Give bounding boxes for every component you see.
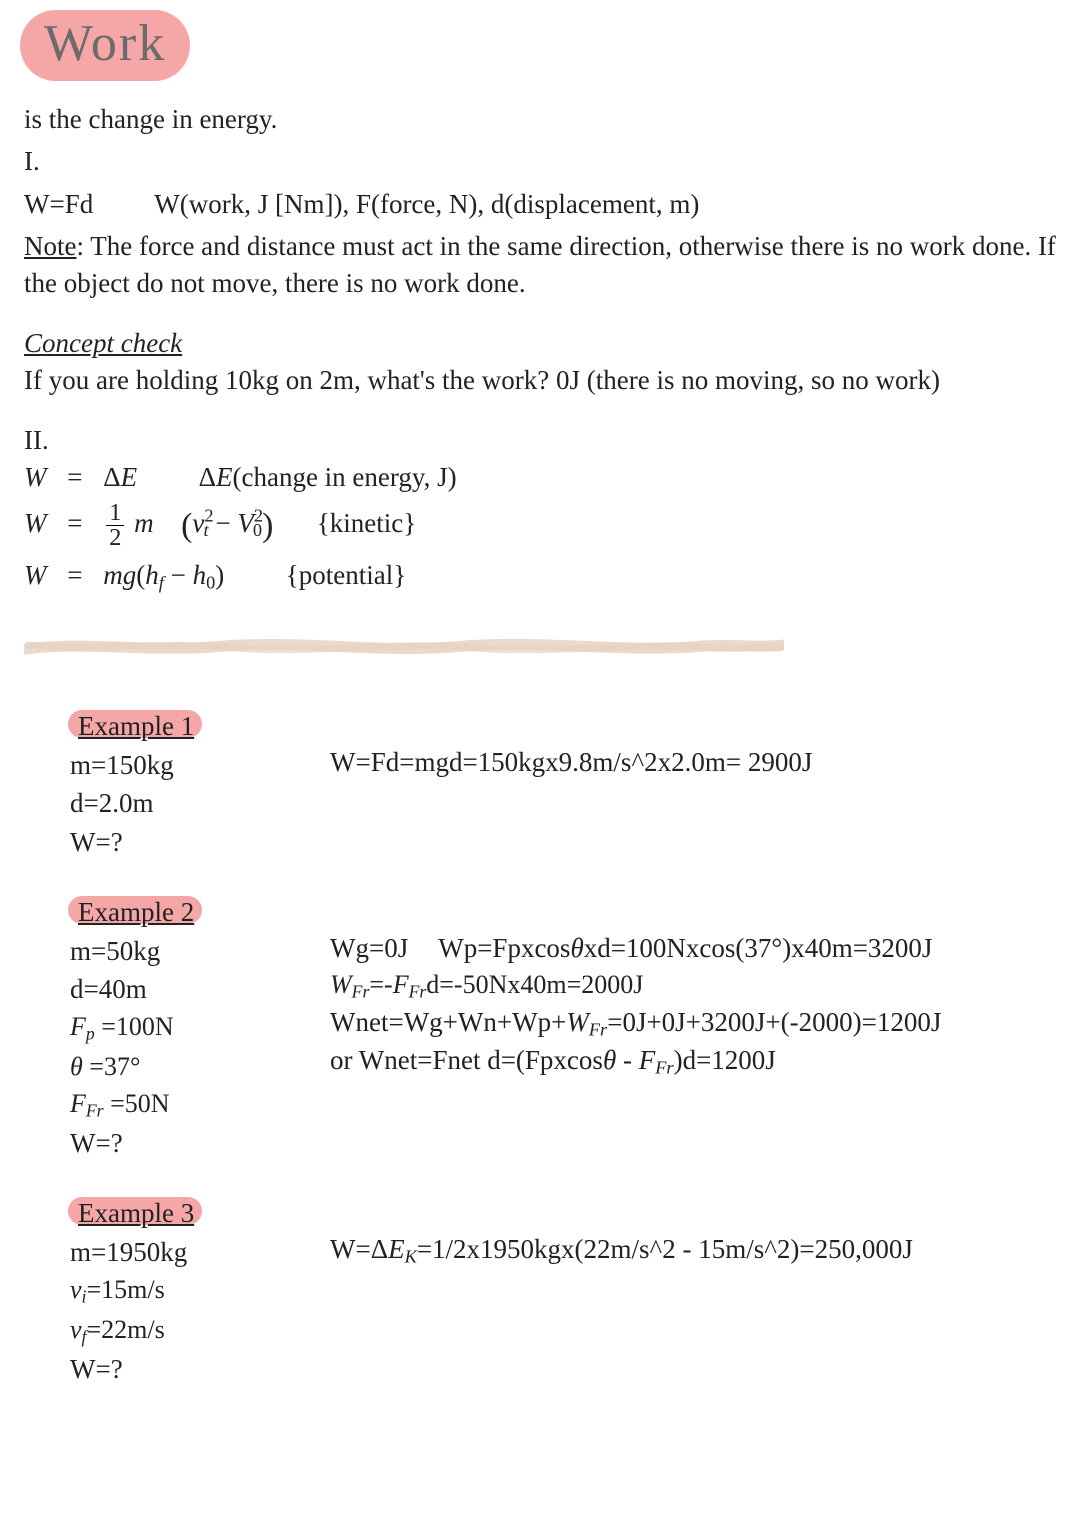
ex2-Fp: Fp =100N: [70, 1009, 310, 1046]
eq3-eq: =: [67, 560, 82, 590]
eq2-eq: =: [67, 508, 82, 538]
ex1-m: m=150kg: [70, 747, 310, 783]
concept-check-block: Concept check If you are holding 10kg on…: [24, 325, 1056, 398]
examples: Example 1 m=150kg d=2.0m W=? W=Fd=mgd=15…: [24, 708, 1056, 1387]
example-2: Example 2 m=50kg d=40m Fp =100N θ =37° F…: [70, 894, 1016, 1161]
eq-kinetic: W = 1 2 m (v2t − V20) {kinetic}: [24, 501, 1056, 551]
example-3-header: Example 3: [70, 1195, 200, 1231]
title-highlight: Work: [20, 10, 190, 81]
ex3-m: m=1950kg: [70, 1234, 310, 1270]
ex3-vf: vf=22m/s: [70, 1312, 310, 1349]
example-1: Example 1 m=150kg d=2.0m W=? W=Fd=mgd=15…: [70, 708, 1016, 860]
ex2-sol-2: WFr=-FFrd=-50Nx40m=2000J: [330, 967, 1016, 1004]
eq3-W: W: [24, 560, 47, 590]
document-body: is the change in energy. I. W=Fd W(work,…: [0, 81, 1080, 1387]
example-3: Example 3 m=1950kg vi=15m/s vf=22m/s W=?…: [70, 1195, 1016, 1387]
concept-check-heading: Concept check: [24, 325, 1056, 361]
example-1-header: Example 1: [70, 708, 200, 744]
ex2-sol-3: Wnet=Wg+Wn+Wp+WFr=0J+0J+3200J+(-2000)=12…: [330, 1004, 1016, 1042]
section-1-numeral: I.: [24, 143, 1056, 179]
intro-line: is the change in energy.: [24, 101, 1056, 137]
example-2-header: Example 2: [70, 894, 200, 930]
eq2-W: W: [24, 508, 47, 538]
ex2-theta: θ =37°: [70, 1049, 310, 1084]
eq2-lparen: (: [181, 507, 192, 544]
section-2-numeral: II.: [24, 422, 1056, 458]
concept-check-text: If you are holding 10kg on 2m, what's th…: [24, 362, 1056, 398]
page-title: Work: [44, 15, 166, 72]
ex2-m: m=50kg: [70, 933, 310, 969]
eq2-half: 1 2: [106, 501, 124, 551]
eq2-rparen: ): [262, 507, 273, 544]
eq1-legend: ΔE: [199, 462, 233, 492]
eq-potential: W = mg(hf − h0) {potential}: [24, 557, 1056, 595]
ex2-sol-1: Wg=0JWp=Fpxcosθxd=100Nxcos(37°)x40m=3200…: [330, 930, 1016, 966]
eq1-legend-text: (change in energy, J): [232, 462, 456, 492]
eq2-label: {kinetic}: [317, 508, 416, 538]
eq1-dE: ΔE: [103, 462, 137, 492]
ex2-sol-4: or Wnet=Fnet d=(Fpxcosθ - FFr)d=1200J: [330, 1042, 1016, 1080]
ex3-W: W=?: [70, 1351, 310, 1387]
section-2: II. W = ΔE ΔE(change in energy, J) W = 1…: [24, 422, 1056, 595]
eq-w-de: W = ΔE ΔE(change in energy, J): [24, 459, 1056, 495]
ex2-d: d=40m: [70, 971, 310, 1007]
eq1-W: W: [24, 462, 47, 492]
ex2-FFr: FFr =50N: [70, 1086, 310, 1123]
note-label: Note: [24, 231, 76, 261]
eq2-m: m: [134, 508, 154, 538]
ex3-solution: W=ΔEK=1/2x1950kgx(22m/s^2 - 15m/s^2)=250…: [330, 1231, 1016, 1269]
eq3-label: {potential}: [286, 560, 406, 590]
ex3-vi: vi=15m/s: [70, 1272, 310, 1309]
eq1-eq: =: [67, 462, 82, 492]
section-divider: [24, 635, 784, 657]
note-text: : The force and distance must act in the…: [24, 231, 1056, 297]
ex1-W: W=?: [70, 824, 310, 860]
formula-legend: W(work, J [Nm]), F(force, N), d(displace…: [154, 189, 699, 219]
section-1-formula: W=Fd W(work, J [Nm]), F(force, N), d(dis…: [24, 186, 1056, 222]
formula-wfd: W=Fd: [24, 189, 93, 219]
ex1-solution: W=Fd=mgd=150kgx9.8m/s^2x2.0m= 2900J: [330, 744, 1016, 780]
section-1-note: Note: The force and distance must act in…: [24, 228, 1056, 301]
ex1-d: d=2.0m: [70, 785, 310, 821]
ex2-W: W=?: [70, 1125, 310, 1161]
